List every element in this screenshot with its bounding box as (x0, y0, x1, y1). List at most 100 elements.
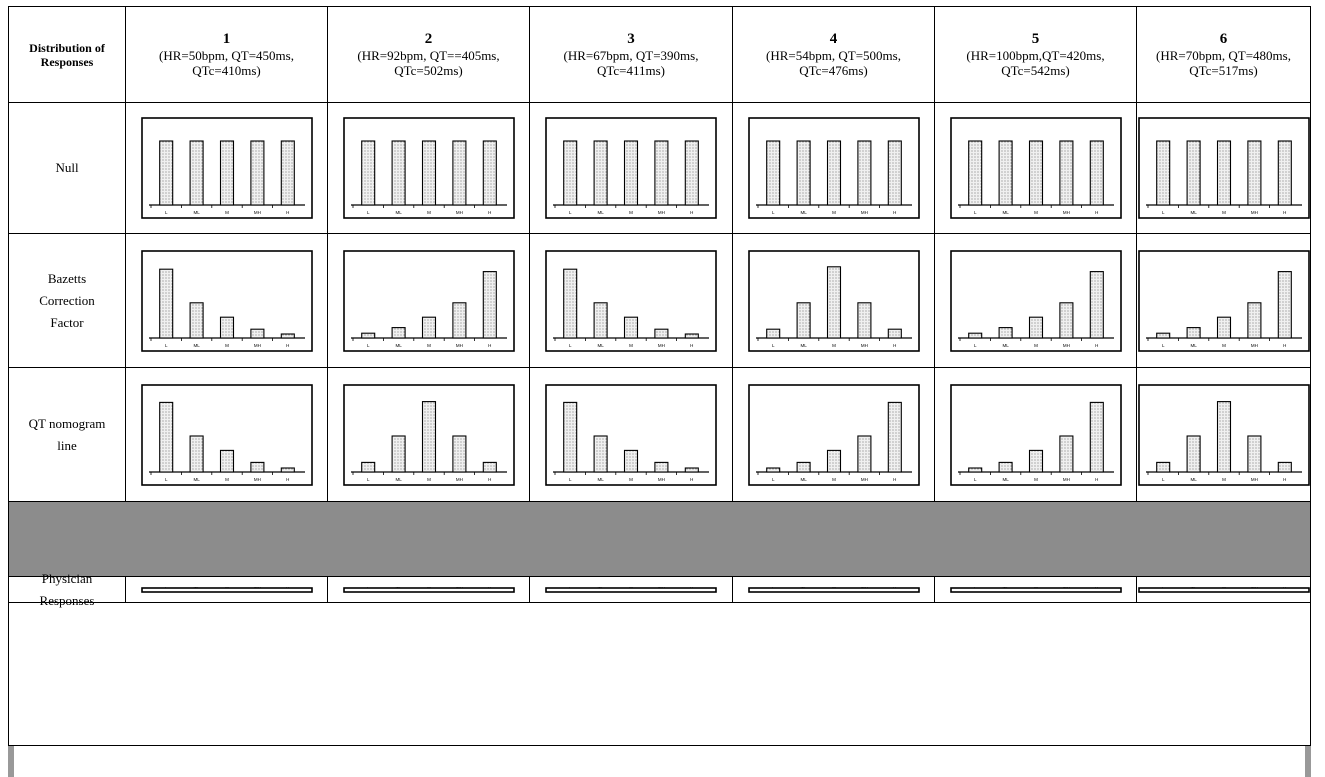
bar-h (280, 140, 295, 206)
bar-h (1277, 461, 1292, 473)
bar-l (765, 140, 780, 206)
column-header-text: 2 (HR=92bpm, QT==405ms, QTc=502ms) (328, 31, 529, 78)
mini-bar-chart: L ML M MH H (140, 586, 313, 593)
column-header-3: 3 (HR=67bpm, QT=390ms, QTc=411ms) (530, 7, 733, 102)
row-physician-responses: Physician ResponsesLMLMMHHLMLMMHHLMLMMHH… (9, 571, 1310, 608)
bar-m (421, 400, 436, 473)
mini-bar-chart: L ML M MH H (949, 249, 1122, 352)
x-tick-label: ML (1190, 343, 1197, 348)
x-tick-label: MH (455, 477, 462, 482)
chart-cell: L ML M MH H (328, 234, 530, 367)
row-label-cell: Bazetts Correction Factor (9, 234, 126, 367)
x-tick-label: MH (1062, 477, 1069, 482)
x-tick-label: L (1161, 343, 1164, 348)
chart-cell: L ML M MH H (530, 234, 733, 367)
column-header-text: 1 (HR=50bpm, QT=450ms, QTc=410ms) (126, 31, 327, 78)
x-tick-label: L (771, 587, 774, 589)
mini-bar-chart: L ML M MH H (140, 117, 313, 219)
x-tick-label: H (488, 477, 491, 482)
x-tick-label: L (973, 343, 976, 348)
header-row: Distribution of Responses 1 (HR=50bpm, QT=… (9, 7, 1310, 103)
chart-frame (140, 586, 313, 593)
x-tick-label: H (1283, 210, 1286, 215)
x-tick-label: MH (1250, 343, 1257, 348)
x-tick-label: H (488, 210, 491, 215)
x-tick-label: MH (658, 587, 665, 589)
x-tick-label: M (629, 587, 633, 589)
column-header-text: 4 (HR=54bpm, QT=500ms, QTc=476ms) (733, 31, 934, 78)
bar-ml (391, 326, 406, 339)
mini-bar-chart: L ML M MH H (140, 383, 313, 486)
x-tick-label: ML (395, 587, 402, 589)
bar-m (421, 140, 436, 206)
chart-cell: L ML M MH H (935, 368, 1137, 501)
chart-frame (1137, 586, 1310, 593)
column-params: (HR=54bpm, QT=500ms, QTc=476ms) (766, 48, 901, 78)
x-tick-label: ML (1002, 210, 1009, 215)
x-tick-label: L (164, 477, 167, 482)
x-tick-label: H (1283, 477, 1286, 482)
row-null: Null L ML M MH H L ML M MH H L ML M MH H L ML M MH H L ML M MH H L… (9, 103, 1310, 234)
chart-cell: L ML M MH H (935, 103, 1137, 233)
bar-m (826, 449, 841, 473)
bar-h (280, 332, 295, 339)
x-tick-label: L (1161, 587, 1164, 589)
bar-h (684, 140, 699, 206)
bar-h (482, 270, 497, 339)
bar-l (563, 268, 578, 339)
bar-l (360, 461, 375, 473)
x-tick-label: M (1034, 477, 1038, 482)
bar-mh (249, 328, 264, 339)
bar-l (1155, 140, 1170, 206)
x-tick-label: L (973, 210, 976, 215)
x-tick-label: M (629, 210, 633, 215)
x-tick-label: ML (1190, 587, 1197, 589)
x-tick-label: M (629, 343, 633, 348)
x-tick-label: M (225, 343, 229, 348)
bar-m (1028, 316, 1043, 339)
chart-cell: L ML M MH H (733, 103, 935, 233)
column-params: (HR=100bpm,QT=420ms, QTc=542ms) (966, 48, 1105, 78)
x-tick-label: L (164, 343, 167, 348)
x-tick-label: MH (1250, 477, 1257, 482)
chart-cell: L ML M MH H (530, 577, 733, 602)
x-tick-label: M (427, 210, 431, 215)
x-tick-label: MH (253, 587, 260, 589)
mini-bar-chart: L ML M MH H (545, 587, 717, 593)
column-params: (HR=50bpm, QT=450ms, QTc=410ms) (159, 48, 294, 78)
bar-h (482, 461, 497, 473)
chart-cell: L ML M MH H (328, 577, 530, 602)
bar-ml (796, 301, 811, 339)
x-tick-label: MH (860, 210, 867, 215)
x-tick-label: M (1222, 477, 1226, 482)
bar-mh (1058, 434, 1073, 473)
x-tick-label: L (771, 343, 774, 348)
chart-cell: L ML M MH H (733, 368, 935, 501)
bar-l (563, 401, 578, 473)
bar-mh (1246, 301, 1261, 339)
column-header-text: 5 (HR=100bpm,QT=420ms, QTc=542ms) (935, 31, 1136, 78)
x-tick-label: ML (395, 343, 402, 348)
bar-ml (796, 140, 811, 206)
x-tick-label: H (1095, 210, 1098, 215)
x-tick-label: L (366, 210, 369, 215)
bar-m (826, 265, 841, 339)
column-params: (HR=92bpm, QT==405ms, QTc=502ms) (357, 48, 500, 78)
bar-mh (654, 140, 669, 206)
bar-h (887, 328, 902, 339)
x-tick-label: ML (1002, 477, 1009, 482)
bar-m (1216, 140, 1231, 206)
column-header-4: 4 (HR=54bpm, QT=500ms, QTc=476ms) (733, 7, 935, 102)
x-tick-label: ML (1190, 210, 1197, 215)
x-tick-label: MH (1062, 210, 1069, 215)
x-tick-label: M (1222, 343, 1226, 348)
mini-bar-chart: L ML M MH H (747, 117, 920, 219)
x-tick-label: L (973, 477, 976, 482)
chart-cell: L ML M MH H (328, 368, 530, 501)
x-tick-label: L (366, 587, 369, 589)
column-header-1: 1 (HR=50bpm, QT=450ms, QTc=410ms) (126, 7, 328, 102)
bar-l (360, 332, 375, 339)
x-tick-label: ML (193, 210, 200, 215)
row-label: QT nomogram line (28, 415, 106, 453)
x-tick-label: MH (455, 587, 462, 589)
